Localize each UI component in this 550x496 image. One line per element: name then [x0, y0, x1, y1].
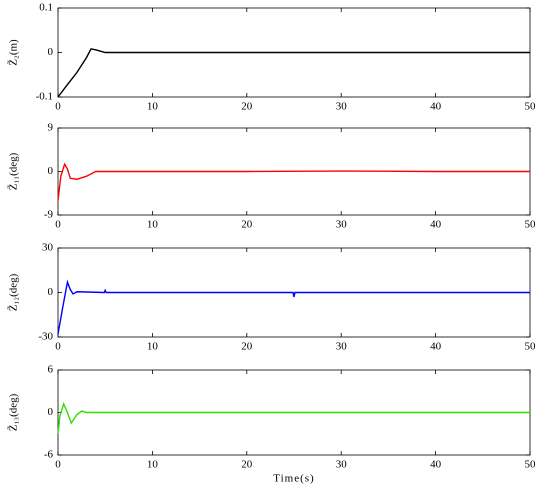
y-tick-label: 0.1 [39, 2, 53, 14]
x-axis-label: Time(s) [273, 473, 314, 485]
x-tick-label: 30 [336, 459, 348, 471]
data-line [57, 402, 530, 434]
data-line [57, 48, 530, 98]
x-tick-label: 50 [525, 219, 537, 231]
y-axis-label: Z̃₁₃(deg) [6, 393, 19, 431]
x-tick-label: 20 [241, 341, 253, 353]
y-tick-label: -9 [44, 209, 54, 221]
y-tick-label: 0 [48, 286, 54, 298]
x-tick-label: 40 [430, 341, 442, 353]
x-tick-label: 0 [55, 341, 61, 353]
x-tick-label: 30 [336, 219, 348, 231]
y-tick-label: 6 [48, 364, 54, 376]
x-tick-label: 50 [525, 459, 537, 471]
x-tick-label: 30 [336, 341, 348, 353]
x-tick-label: 0 [55, 459, 61, 471]
x-tick-label: 10 [147, 341, 159, 353]
data-line [57, 279, 530, 335]
y-tick-label: -0.1 [36, 91, 53, 103]
y-axis-label: Z̃₂(m) [6, 39, 19, 66]
x-tick-label: 40 [430, 101, 442, 113]
x-tick-label: 20 [241, 101, 253, 113]
y-axis-label: Z̃₁₂(deg) [6, 273, 19, 311]
y-tick-label: 0 [48, 165, 54, 177]
x-tick-label: 10 [147, 459, 159, 471]
data-line [57, 162, 530, 201]
x-tick-label: 0 [55, 101, 61, 113]
x-tick-label: 10 [147, 101, 159, 113]
y-tick-label: 9 [48, 122, 54, 134]
x-tick-label: 20 [241, 459, 253, 471]
y-tick-label: -30 [38, 331, 53, 343]
x-tick-label: 30 [336, 101, 348, 113]
y-tick-label: -6 [44, 449, 54, 461]
y-tick-label: 30 [42, 242, 54, 254]
y-axis-label: Z̃₁₁(deg) [6, 152, 19, 190]
x-tick-label: 40 [430, 219, 442, 231]
x-tick-label: 20 [241, 219, 253, 231]
y-tick-label: 0 [48, 46, 54, 58]
x-tick-label: 10 [147, 219, 159, 231]
x-tick-label: 50 [525, 101, 537, 113]
x-tick-label: 50 [525, 341, 537, 353]
x-tick-label: 0 [55, 219, 61, 231]
x-tick-label: 40 [430, 459, 442, 471]
y-tick-label: 0 [48, 406, 54, 418]
